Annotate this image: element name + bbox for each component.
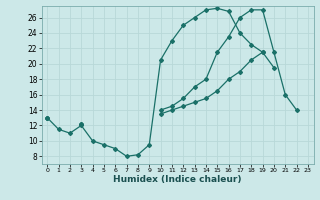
X-axis label: Humidex (Indice chaleur): Humidex (Indice chaleur)	[113, 175, 242, 184]
